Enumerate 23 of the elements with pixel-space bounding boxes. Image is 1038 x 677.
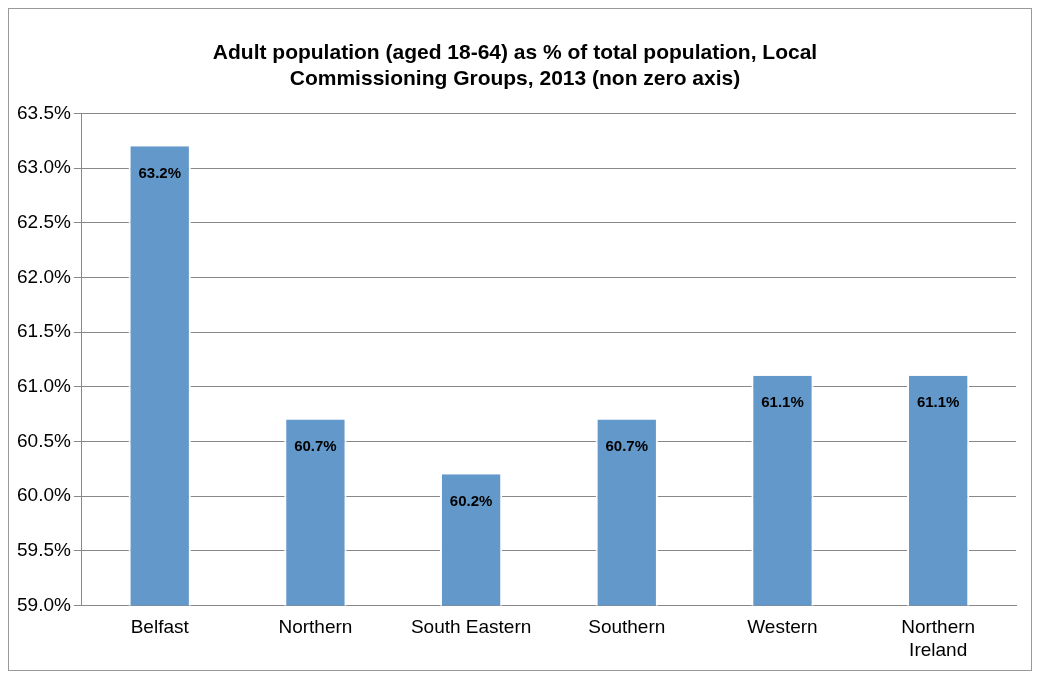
y-tick-label: 63.5% bbox=[17, 101, 71, 123]
y-tick-label: 61.5% bbox=[17, 320, 71, 342]
y-tick-label: 63.0% bbox=[17, 156, 71, 178]
data-label: 63.2% bbox=[138, 163, 181, 181]
y-tick-label: 62.5% bbox=[17, 210, 71, 232]
y-tick-label: 60.0% bbox=[17, 484, 71, 506]
x-tick-label: Northern Ireland bbox=[901, 616, 976, 660]
y-tick-label: 60.5% bbox=[17, 429, 71, 451]
y-tick-label: 61.0% bbox=[17, 374, 71, 396]
x-tick-label: South Eastern bbox=[410, 616, 532, 638]
x-tick-label: Western bbox=[747, 616, 818, 638]
y-tick-label: 59.0% bbox=[17, 593, 71, 615]
x-tick-label: Southern bbox=[588, 616, 666, 638]
data-label: 60.2% bbox=[449, 491, 493, 509]
data-label: 60.7% bbox=[294, 437, 337, 455]
chart-title: Adult population (aged 18-64) as % of total population, Local Commissioning Groups, 2013 (non zero axis) bbox=[212, 40, 818, 89]
data-label: 61.1% bbox=[916, 393, 960, 411]
data-label: 61.1% bbox=[761, 393, 804, 411]
y-tick-label: 59.5% bbox=[17, 538, 71, 560]
x-tick-label: Belfast bbox=[130, 616, 190, 638]
y-tick-label: 62.0% bbox=[17, 265, 71, 287]
x-tick-label: Northern bbox=[278, 616, 353, 638]
data-label: 60.7% bbox=[605, 437, 649, 455]
